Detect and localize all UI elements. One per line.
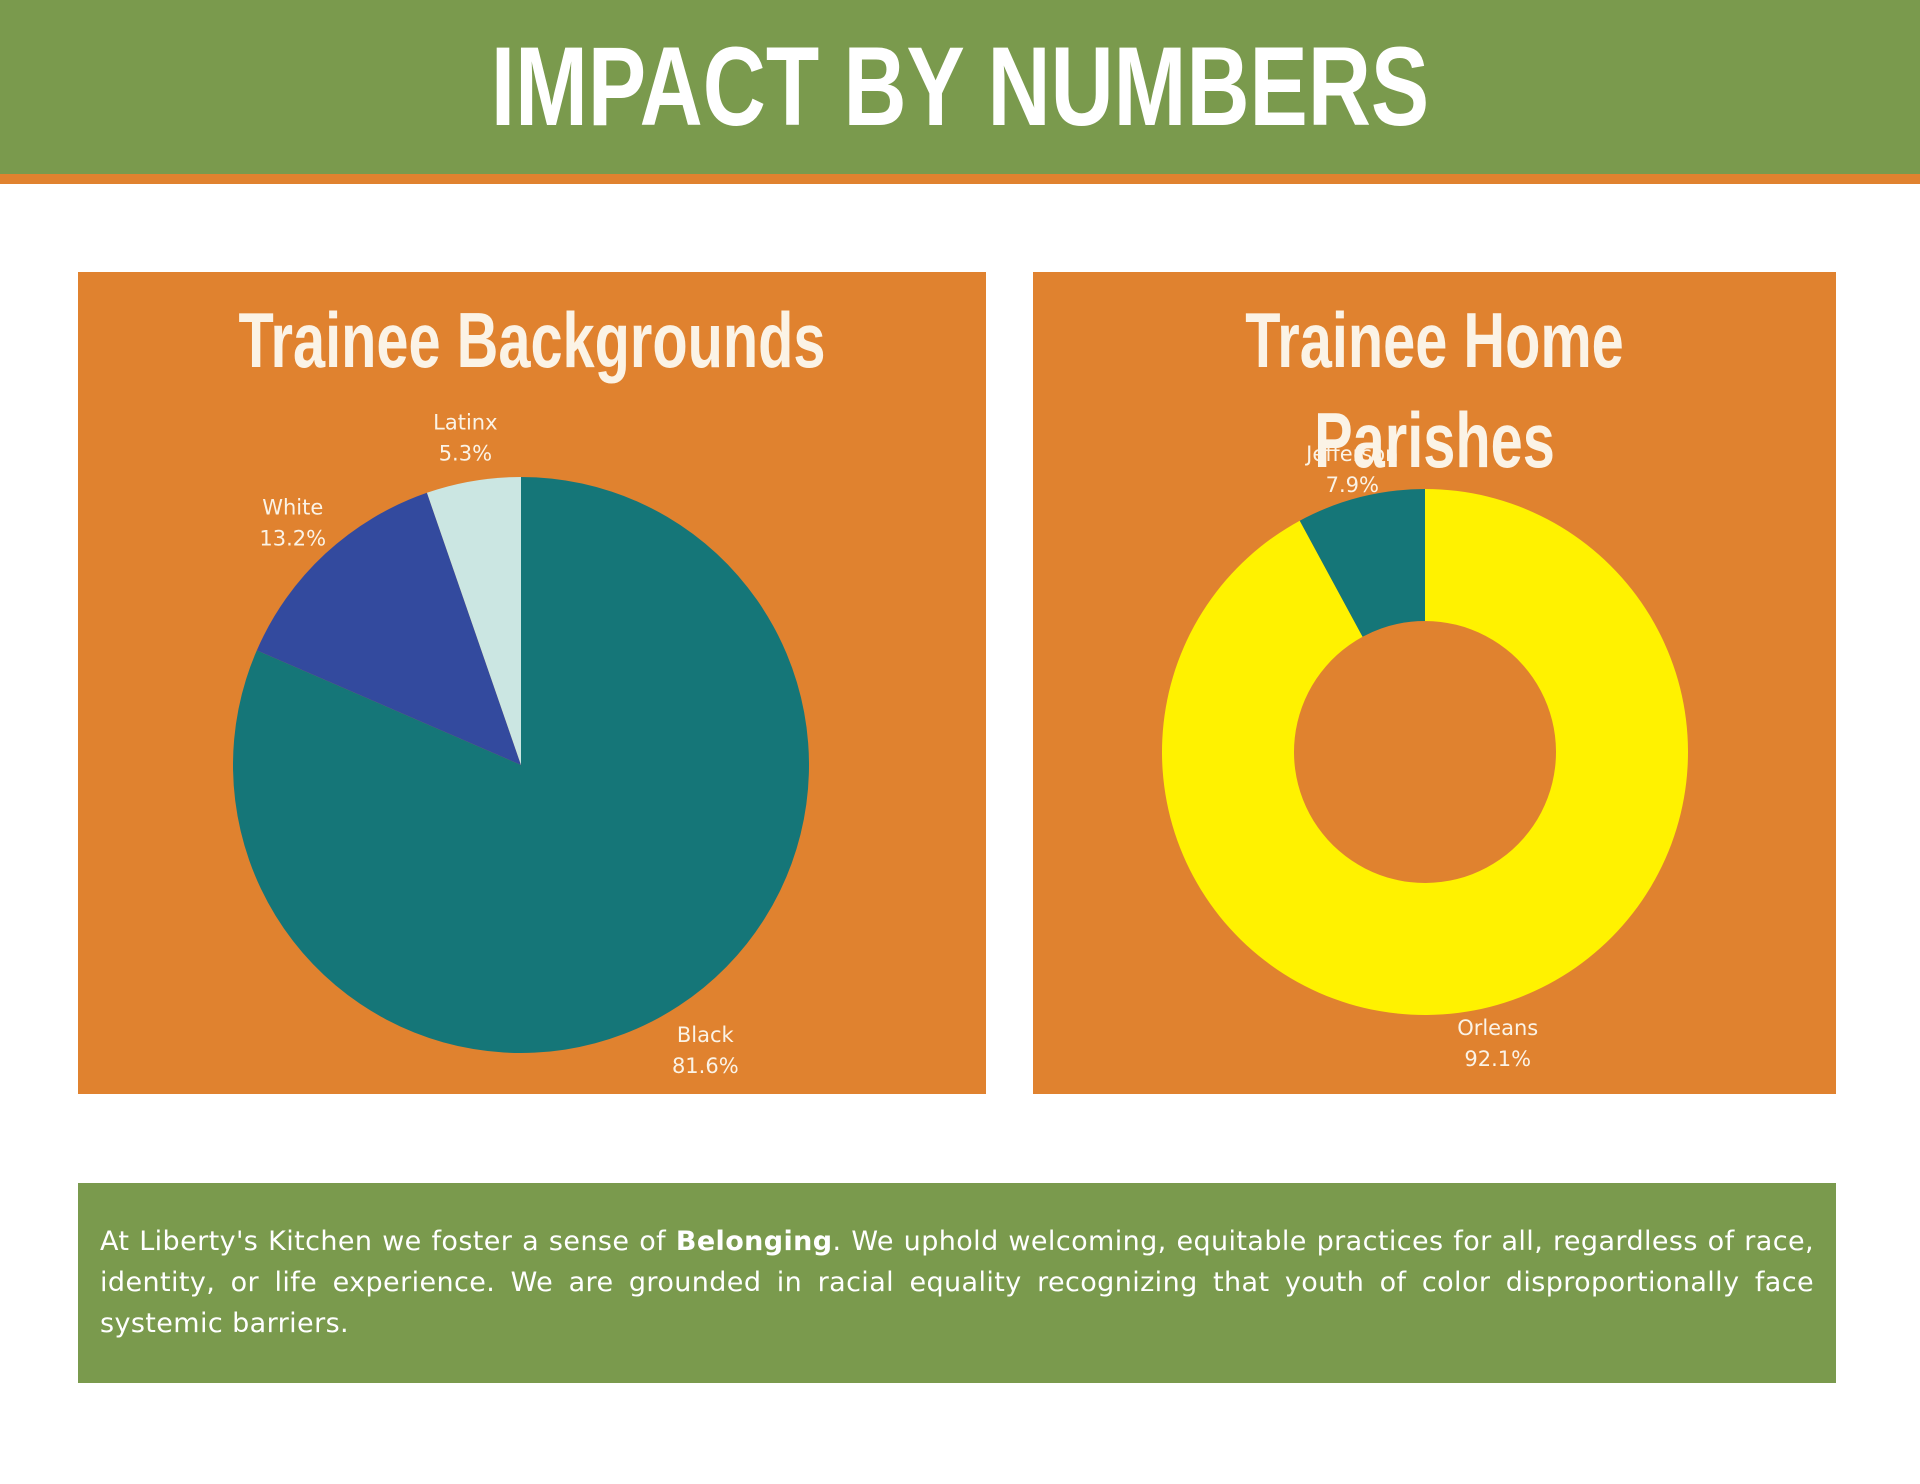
statement-bold-word: Belonging: [675, 1226, 833, 1257]
belonging-statement-box: At Liberty's Kitchen we foster a sense o…: [78, 1183, 1836, 1383]
pie-slice-white: [256, 492, 521, 765]
pie-label-black: Black: [677, 1023, 735, 1047]
header-banner: IMPACT BY NUMBERS: [0, 0, 1920, 174]
statement-text-end: . We uphold welcoming, equitable practic…: [100, 1226, 1814, 1339]
parishes-chart-title: Trainee Home Parishes: [1245, 296, 1624, 484]
backgrounds-chart-panel: Trainee Backgrounds Black 81.6% White 13.2%…: [78, 272, 986, 1094]
statement-text-start: At Liberty's Kitchen we foster a sense o…: [100, 1226, 676, 1257]
donut-value-orleans: 92.1%: [1464, 1047, 1531, 1071]
pie-value-white: 13.2%: [259, 526, 326, 550]
donut-slice-orleans: [1162, 489, 1688, 1015]
donut-value-jefferson: 7.9%: [1326, 473, 1379, 497]
pie-slice-latinx: [426, 477, 521, 765]
belonging-statement: At Liberty's Kitchen we foster a sense o…: [100, 1221, 1814, 1344]
backgrounds-pie-chart: Black 81.6% White 13.2% Latinx 5.3%: [232, 411, 809, 1078]
donut-slice-jefferson: [1299, 489, 1425, 637]
pie-value-latinx: 5.3%: [439, 442, 492, 466]
donut-label-jefferson: Jefferson: [1304, 442, 1398, 466]
parishes-donut-chart: Orleans 92.1% Jefferson 7.9%: [1162, 442, 1688, 1071]
pie-label-white: White: [262, 495, 323, 519]
pie-value-black: 81.6%: [672, 1054, 739, 1078]
header-accent-stripe: [0, 174, 1920, 184]
donut-label-orleans: Orleans: [1457, 1016, 1538, 1040]
backgrounds-chart-title: Trainee Backgrounds: [238, 296, 826, 384]
pie-label-latinx: Latinx: [433, 411, 497, 435]
page-title: IMPACT BY NUMBERS: [490, 24, 1430, 149]
parishes-chart-panel: Trainee Home Parishes Orleans 92.1% Jeffer…: [1033, 272, 1836, 1094]
